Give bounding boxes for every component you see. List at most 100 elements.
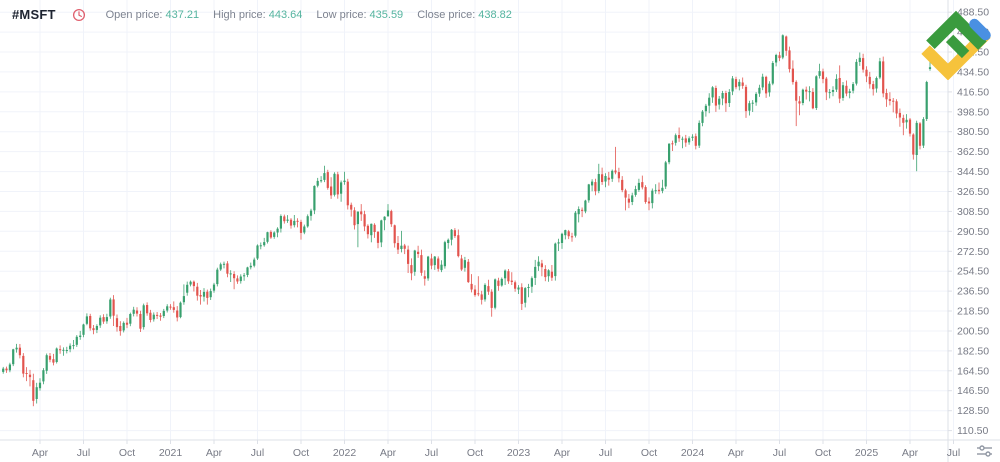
candle-body bbox=[363, 214, 366, 227]
price-axis-label: 218.50 bbox=[957, 306, 989, 318]
candle-body bbox=[423, 276, 426, 279]
candle-body bbox=[293, 220, 296, 226]
candle-body bbox=[346, 181, 349, 206]
time-axis-label: Apr bbox=[380, 447, 397, 459]
time-axis-label: Oct bbox=[293, 447, 309, 459]
candle-body bbox=[554, 243, 557, 277]
time-axis-label: Jul bbox=[77, 447, 90, 459]
candle-body bbox=[788, 50, 791, 70]
candle-body bbox=[306, 216, 309, 227]
candle-body bbox=[674, 135, 677, 143]
candle-body bbox=[641, 182, 644, 188]
candle-body bbox=[500, 278, 503, 286]
candle-body bbox=[95, 326, 98, 330]
candle-body bbox=[611, 170, 614, 179]
candle-body bbox=[607, 177, 610, 180]
candle-body bbox=[858, 57, 861, 62]
candle-body bbox=[601, 174, 604, 182]
candle-body bbox=[79, 335, 82, 337]
price-axis-label: 200.50 bbox=[957, 326, 989, 338]
candle-body bbox=[530, 278, 533, 287]
candle-body bbox=[848, 91, 851, 93]
candle-body bbox=[574, 212, 577, 236]
candle-body bbox=[303, 226, 306, 233]
candle-body bbox=[537, 261, 540, 267]
candle-body bbox=[313, 185, 316, 211]
candle-body bbox=[668, 143, 671, 163]
candle-body bbox=[273, 232, 276, 237]
candle-body bbox=[507, 271, 510, 282]
candle-body bbox=[333, 173, 336, 195]
candle-body bbox=[380, 220, 383, 243]
candle-body bbox=[801, 89, 804, 103]
candle-body bbox=[567, 231, 570, 237]
candle-body bbox=[393, 225, 396, 244]
candle-body bbox=[206, 291, 209, 298]
candle-body bbox=[818, 71, 821, 76]
candle-body bbox=[427, 256, 430, 279]
candle-body bbox=[744, 86, 748, 112]
candle-body bbox=[862, 58, 865, 70]
candle-body bbox=[18, 347, 21, 356]
candle-body bbox=[246, 267, 249, 275]
low-price-label: Low price: bbox=[316, 8, 367, 21]
time-axis[interactable]: Apr Jul Oct 2021 Apr Jul Oct 2022 Apr Jul Oct 2023 A… bbox=[32, 440, 960, 459]
candle-body bbox=[125, 322, 129, 325]
candle-body bbox=[253, 259, 256, 266]
candle-body bbox=[721, 93, 724, 99]
candle-body bbox=[882, 61, 885, 94]
candle-body bbox=[460, 258, 463, 270]
candle-body bbox=[373, 224, 376, 232]
candle-body bbox=[196, 286, 199, 296]
candle-body bbox=[714, 88, 717, 106]
candle-body bbox=[440, 264, 443, 271]
candle-body bbox=[152, 314, 155, 320]
candle-body bbox=[316, 180, 319, 186]
candle-body bbox=[447, 239, 450, 243]
candle-body bbox=[45, 355, 48, 371]
candle-body bbox=[761, 76, 764, 88]
candle-body bbox=[617, 172, 620, 179]
time-axis-label: Jul bbox=[773, 447, 786, 459]
candle-body bbox=[233, 274, 236, 279]
time-axis-label: Apr bbox=[902, 447, 919, 459]
time-axis-label: Jul bbox=[425, 447, 438, 459]
candle-body bbox=[898, 112, 901, 118]
candle-body bbox=[263, 242, 266, 246]
axis-settings-sliders-icon[interactable] bbox=[976, 444, 996, 460]
candle-body bbox=[132, 309, 135, 314]
candle-body bbox=[771, 63, 774, 84]
candle-body bbox=[684, 138, 687, 143]
price-axis-label: 236.50 bbox=[957, 286, 989, 298]
candle-body bbox=[821, 71, 825, 80]
candle-body bbox=[269, 231, 272, 238]
candle-body bbox=[825, 78, 828, 93]
time-axis-label: Jul bbox=[599, 447, 612, 459]
candle-body bbox=[65, 350, 68, 351]
candle-body bbox=[494, 279, 497, 308]
candle-body bbox=[149, 312, 152, 320]
candle-body bbox=[621, 179, 624, 191]
candle-body bbox=[694, 136, 697, 146]
candle-body bbox=[637, 182, 640, 190]
candle-body bbox=[102, 317, 105, 322]
candle-body bbox=[768, 83, 771, 93]
candle-body bbox=[624, 190, 627, 198]
candle-body bbox=[216, 269, 219, 285]
price-axis-label: 308.50 bbox=[957, 206, 989, 218]
price-axis-label: 290.50 bbox=[957, 226, 989, 238]
candle-body bbox=[453, 230, 456, 237]
candle-body bbox=[176, 310, 179, 318]
price-axis-label: 362.50 bbox=[957, 146, 989, 158]
candle-body bbox=[678, 135, 681, 139]
candle-body bbox=[584, 200, 587, 212]
candle-body bbox=[902, 117, 905, 123]
candle-body bbox=[644, 187, 647, 202]
candle-body bbox=[564, 230, 567, 236]
price-axis[interactable]: 488.50470.50452.50434.50416.50398.50380.… bbox=[948, 7, 989, 437]
candle-body bbox=[243, 275, 246, 277]
candle-body bbox=[915, 122, 918, 155]
candle-body bbox=[192, 281, 195, 287]
candle-body bbox=[239, 276, 242, 282]
